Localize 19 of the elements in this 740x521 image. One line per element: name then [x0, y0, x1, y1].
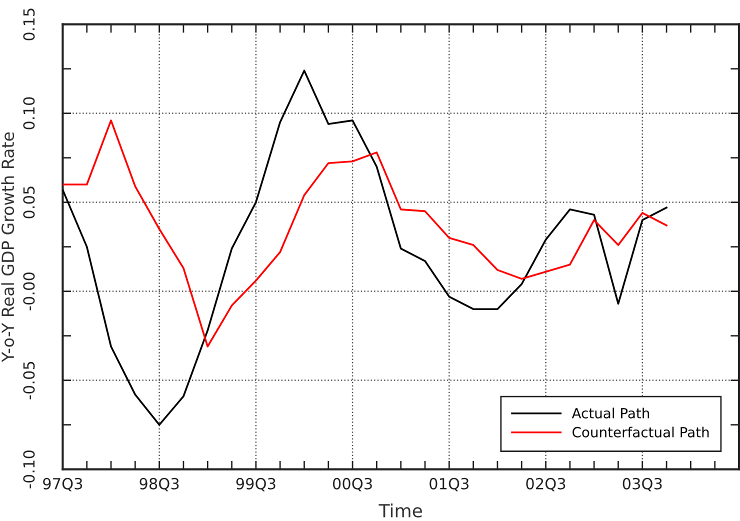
x-tick-label: 01Q3 [430, 478, 469, 492]
x-tick-label: 00Q3 [332, 478, 372, 492]
x-axis-title: Time [378, 504, 422, 518]
x-tick-label: 02Q3 [526, 478, 566, 492]
legend-label: Actual Path [572, 408, 650, 418]
y-tick-label: 0.05 [23, 186, 35, 218]
x-tick-label: 99Q3 [236, 478, 276, 492]
x-tick-label: 97Q3 [43, 478, 82, 492]
line-series [62, 70, 668, 426]
x-tick-label: 03Q3 [622, 478, 662, 492]
line-series [62, 120, 668, 348]
y-tick-label: -0.00 [23, 272, 35, 310]
y-tick-label: 0.15 [23, 8, 35, 40]
y-tick-label: -0.05 [23, 362, 35, 400]
legend-label: Counterfactual Path [572, 426, 709, 438]
y-axis-title: Y-o-Y Real GDP Growth Rate [1, 132, 14, 362]
x-tick-label: 98Q3 [140, 478, 179, 492]
y-tick-label: 0.10 [23, 97, 35, 130]
y-tick-label: -0.10 [23, 450, 35, 488]
